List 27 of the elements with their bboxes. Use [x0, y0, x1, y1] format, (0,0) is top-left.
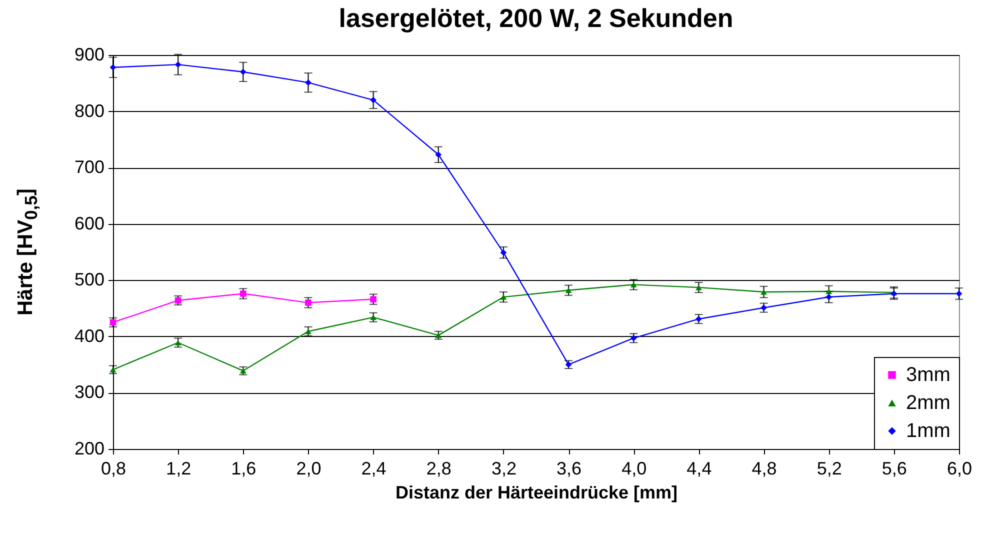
legend-label: 3mm	[906, 364, 950, 386]
x-tick-label: 5,2	[816, 458, 842, 478]
y-tick-label: 900	[74, 44, 104, 64]
x-tick-label: 0,8	[100, 458, 126, 478]
x-tick-label: 2,8	[426, 458, 452, 478]
legend-label: 1mm	[906, 420, 950, 442]
x-tick-label: 2,4	[361, 458, 386, 478]
x-tick-label: 5,6	[882, 458, 907, 478]
x-tick-label: 4,4	[686, 458, 712, 478]
x-tick-label: 1,2	[166, 458, 192, 478]
y-tick-label: 600	[74, 213, 104, 234]
legend-label: 2mm	[906, 392, 950, 414]
y-tick-label: 400	[74, 326, 104, 346]
x-tick-label: 2,0	[296, 458, 322, 478]
x-tick-label: 6,0	[946, 458, 972, 478]
y-tick-label: 800	[74, 100, 104, 121]
chart-title: lasergelötet, 200 W, 2 Sekunden	[338, 3, 734, 33]
y-tick-label: 500	[74, 270, 104, 290]
y-tick-label: 700	[74, 157, 104, 178]
x-tick-label: 3,6	[556, 458, 582, 478]
x-tick-label: 4,0	[622, 458, 647, 478]
x-tick-label: 1,6	[231, 458, 256, 478]
x-axis-title: Distanz der Härteeindrücke [mm]	[395, 482, 678, 502]
x-tick-label: 4,8	[752, 458, 777, 478]
x-tick-label: 3,2	[491, 458, 516, 478]
y-tick-label: 200	[74, 438, 104, 458]
y-tick-label: 300	[74, 382, 104, 402]
